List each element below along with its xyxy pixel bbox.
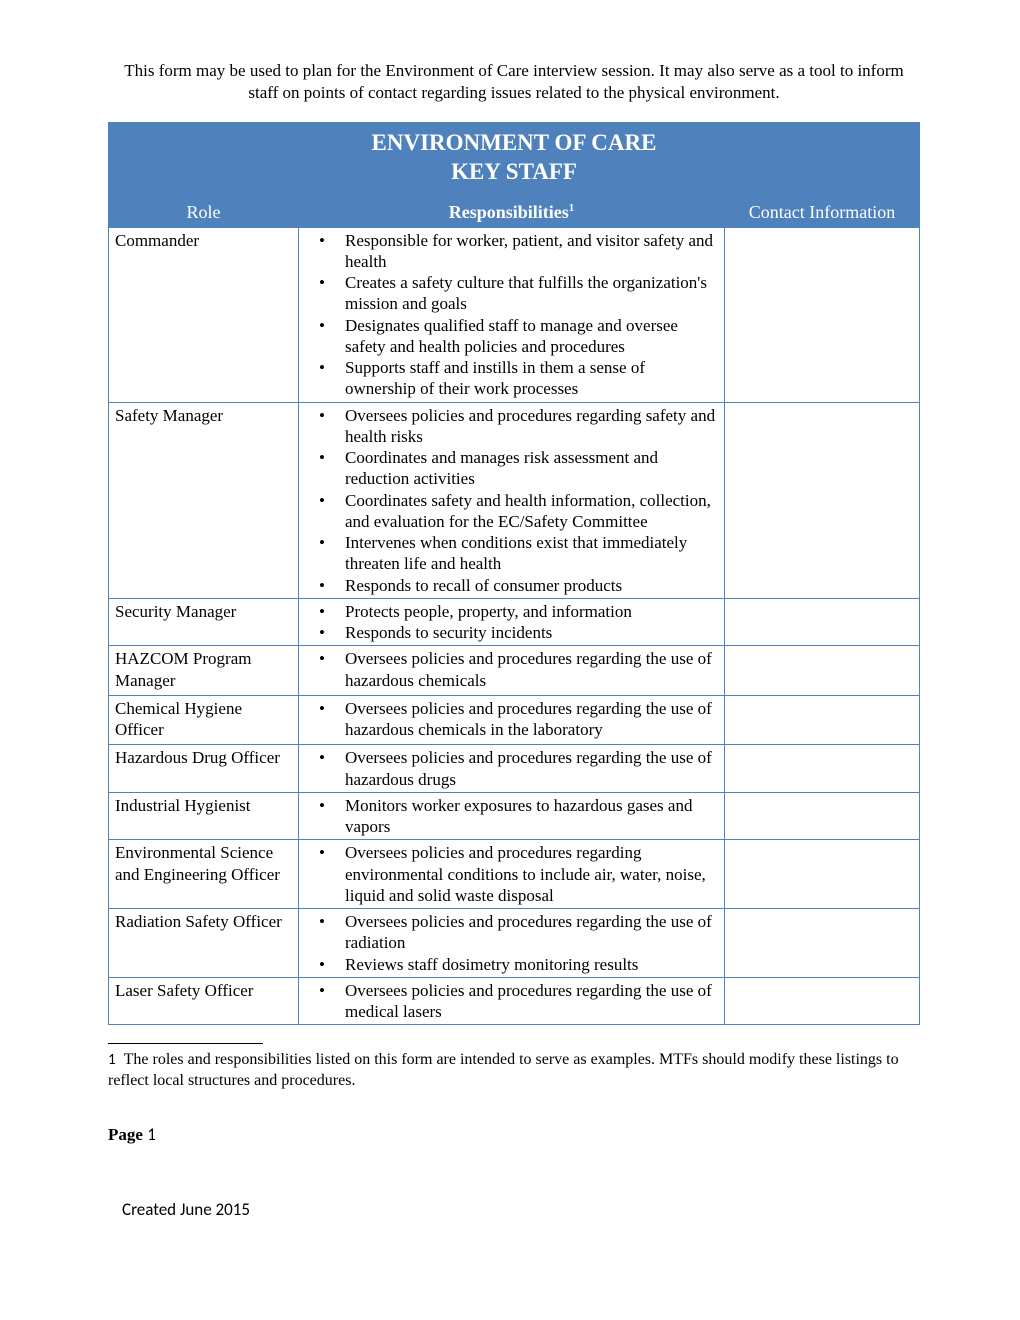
responsibilities-cell: Oversees policies and procedures regardi…: [299, 977, 725, 1025]
table-row: Hazardous Drug OfficerOversees policies …: [109, 745, 920, 793]
table-title-line1: ENVIRONMENT OF CARE: [372, 130, 657, 155]
responsibility-item: Oversees policies and procedures regardi…: [303, 405, 720, 448]
responsibilities-cell: Oversees policies and procedures regardi…: [299, 695, 725, 745]
role-cell: Safety Manager: [109, 402, 299, 598]
responsibilities-cell: Responsible for worker, patient, and vis…: [299, 227, 725, 402]
responsibility-item: Oversees policies and procedures regardi…: [303, 911, 720, 954]
table-row: Industrial HygienistMonitors worker expo…: [109, 792, 920, 840]
footnote-rule: [108, 1043, 263, 1044]
page-label: Page: [108, 1125, 143, 1144]
footnote: 1 The roles and responsibilities listed …: [108, 1050, 920, 1092]
responsibilities-cell: Protects people, property, and informati…: [299, 598, 725, 646]
contact-cell: [724, 598, 919, 646]
page-number: Page 1: [108, 1124, 920, 1145]
responsibilities-cell: Oversees policies and procedures regardi…: [299, 402, 725, 598]
responsibility-item: Oversees policies and procedures regardi…: [303, 698, 720, 741]
key-staff-table: ENVIRONMENT OF CARE KEY STAFF Role Respo…: [108, 122, 920, 1025]
table-title: ENVIRONMENT OF CARE KEY STAFF: [109, 123, 920, 198]
responsibility-item: Coordinates and manages risk assessment …: [303, 447, 720, 490]
responsibility-item: Creates a safety culture that fulfills t…: [303, 272, 720, 315]
responsibilities-cell: Oversees policies and procedures regardi…: [299, 840, 725, 909]
table-row: Radiation Safety OfficerOversees policie…: [109, 909, 920, 978]
responsibility-item: Designates qualified staff to manage and…: [303, 315, 720, 358]
responsibility-item: Protects people, property, and informati…: [303, 601, 720, 622]
responsibilities-cell: Oversees policies and procedures regardi…: [299, 745, 725, 793]
role-cell: HAZCOM Program Manager: [109, 646, 299, 696]
role-cell: Chemical Hygiene Officer: [109, 695, 299, 745]
contact-cell: [724, 695, 919, 745]
table-row: Chemical Hygiene OfficerOversees policie…: [109, 695, 920, 745]
col-header-responsibilities-sup: 1: [569, 202, 575, 214]
role-cell: Hazardous Drug Officer: [109, 745, 299, 793]
responsibility-item: Responds to security incidents: [303, 622, 720, 643]
footnote-marker: 1: [108, 1051, 116, 1069]
responsibility-item: Responsible for worker, patient, and vis…: [303, 230, 720, 273]
contact-cell: [724, 977, 919, 1025]
table-row: Laser Safety OfficerOversees policies an…: [109, 977, 920, 1025]
footnote-text: The roles and responsibilities listed on…: [108, 1051, 899, 1089]
created-date: Created June 2015: [122, 1199, 250, 1220]
role-cell: Environmental Science and Engineering Of…: [109, 840, 299, 909]
responsibility-item: Oversees policies and procedures regardi…: [303, 980, 720, 1023]
contact-cell: [724, 646, 919, 696]
responsibility-item: Intervenes when conditions exist that im…: [303, 532, 720, 575]
table-row: Environmental Science and Engineering Of…: [109, 840, 920, 909]
table-title-line2: KEY STAFF: [451, 159, 577, 184]
page-number-value: 1: [147, 1124, 156, 1145]
responsibility-item: Coordinates safety and health informatio…: [303, 490, 720, 533]
responsibility-item: Responds to recall of consumer products: [303, 575, 720, 596]
responsibilities-cell: Oversees policies and procedures regardi…: [299, 909, 725, 978]
responsibility-item: Monitors worker exposures to hazardous g…: [303, 795, 720, 838]
role-cell: Security Manager: [109, 598, 299, 646]
col-header-responsibilities-text: Responsibilities: [449, 202, 569, 222]
responsibility-item: Oversees policies and procedures regardi…: [303, 747, 720, 790]
responsibilities-cell: Oversees policies and procedures regardi…: [299, 646, 725, 696]
contact-cell: [724, 840, 919, 909]
role-cell: Industrial Hygienist: [109, 792, 299, 840]
col-header-responsibilities: Responsibilities1: [299, 197, 725, 227]
responsibilities-cell: Monitors worker exposures to hazardous g…: [299, 792, 725, 840]
table-row: Security ManagerProtects people, propert…: [109, 598, 920, 646]
responsibility-item: Oversees policies and procedures regardi…: [303, 648, 720, 691]
contact-cell: [724, 792, 919, 840]
role-cell: Laser Safety Officer: [109, 977, 299, 1025]
responsibility-item: Oversees policies and procedures regardi…: [303, 842, 720, 906]
contact-cell: [724, 745, 919, 793]
intro-paragraph: This form may be used to plan for the En…: [108, 60, 920, 104]
responsibility-item: Reviews staff dosimetry monitoring resul…: [303, 954, 720, 975]
col-header-contact: Contact Information: [724, 197, 919, 227]
role-cell: Radiation Safety Officer: [109, 909, 299, 978]
role-cell: Commander: [109, 227, 299, 402]
contact-cell: [724, 909, 919, 978]
table-row: CommanderResponsible for worker, patient…: [109, 227, 920, 402]
responsibility-item: Supports staff and instills in them a se…: [303, 357, 720, 400]
table-row: Safety ManagerOversees policies and proc…: [109, 402, 920, 598]
contact-cell: [724, 402, 919, 598]
col-header-role: Role: [109, 197, 299, 227]
table-row: HAZCOM Program ManagerOversees policies …: [109, 646, 920, 696]
contact-cell: [724, 227, 919, 402]
